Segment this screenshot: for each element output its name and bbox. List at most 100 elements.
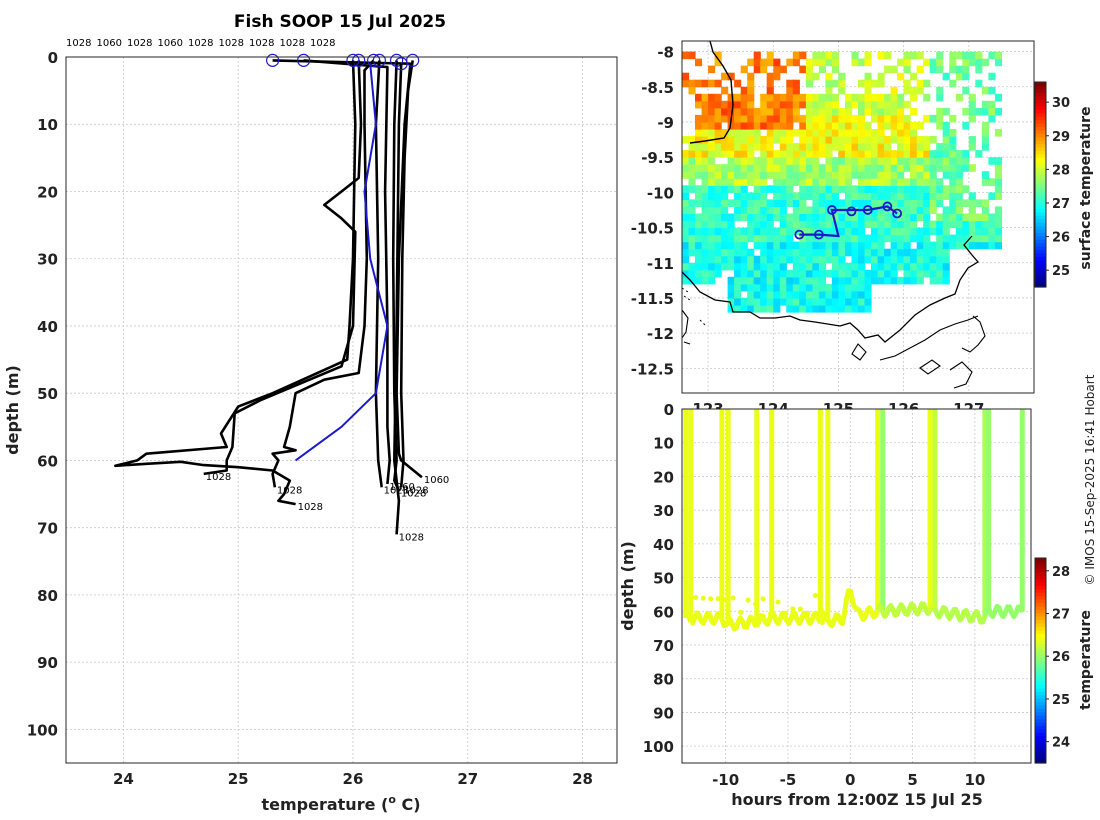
sst-cell [812,192,820,200]
sst-cell [701,136,709,144]
sst-cell [760,262,768,271]
sst-cell [838,86,846,95]
sst-cell [812,305,820,313]
sst-cell [910,136,918,144]
colorbar-segment [1035,752,1046,757]
colorbar-segment [1035,588,1046,593]
sst-cell [864,213,872,222]
sst-cell [825,185,833,193]
sst-cell [786,185,794,193]
sst-cell [871,79,879,88]
sst-cell [851,241,859,250]
sst-cell [779,269,787,278]
sst-cell [916,178,924,186]
sst-cell [688,51,696,60]
sst-cell [831,136,839,144]
sst-cell [753,220,761,229]
sst-cell [727,150,735,158]
map-ytick-label: -12.5 [631,360,674,378]
sst-cell [936,276,944,285]
sst-cell [949,164,957,172]
sst-cell [858,107,866,116]
sst-cell [955,72,963,81]
sst-cell [825,72,833,81]
colorbar-segment [1035,252,1046,257]
profile-line-profile-c [203,60,363,476]
colorbar-segment [1035,129,1046,134]
sst-cell [714,220,722,229]
sst-cell [792,199,800,207]
sst-cell [975,241,983,250]
sst-cell [805,100,813,109]
colorbar-segment [1035,612,1046,617]
sst-cell [831,58,839,67]
sst-cell [858,185,866,193]
colorbar-segment [1035,218,1046,223]
sst-cell [740,164,748,172]
sst-cell [831,65,839,74]
sst-cell [682,276,690,285]
sst-cell [799,199,807,207]
sst-cell [773,93,781,102]
sst-cell [779,157,787,165]
sst-cell [818,171,826,179]
sst-cell [949,114,957,123]
colorbar-segment [1035,602,1046,607]
colorbar-segment [1035,657,1046,662]
sst-cell [792,51,800,60]
sst-cell [845,93,853,102]
sst-cell [708,143,716,151]
sst-cell [831,178,839,186]
sst-cell [786,114,794,123]
sst-cell [838,283,846,292]
sst-cell [903,122,911,130]
sst-cell [897,129,905,137]
sst-cell [805,192,813,200]
sst-cell [858,143,866,151]
sst-cell [877,262,885,271]
sst-cell [975,234,983,243]
sst-cell [845,178,853,186]
sst-cell [884,150,892,158]
sst-cell [825,269,833,278]
sst-cell [942,234,950,243]
sst-cell [786,100,794,109]
sst-cell [688,150,696,158]
sst-cell [714,58,722,67]
sst-cell [773,107,781,116]
sst-cell [884,107,892,116]
section-xtick-label: 5 [907,771,917,789]
sst-cell [831,227,839,236]
sst-cell [949,58,957,67]
profile-ytick-label: 100 [27,721,58,739]
sst-cell [942,276,950,285]
sst-cell [747,79,755,88]
ship-track-station [794,229,805,240]
sst-cell [845,298,853,306]
credit-text: © IMOS 15-Sep-2025 16:41 Hobart [1083,374,1097,585]
sst-cell [766,227,774,236]
sst-cell [897,220,905,229]
sst-cell [864,255,872,264]
section-tow [689,610,725,626]
sst-cell [779,241,787,250]
sst-cell [760,290,768,299]
sst-cell [838,298,846,306]
sst-cell [773,58,781,67]
sst-cell [747,114,755,123]
sst-cell [714,199,722,207]
colorbar-segment [1035,728,1046,733]
sst-cell [962,241,970,250]
sst-cell [799,51,807,60]
sst-cell [858,100,866,109]
sst-cell [903,65,911,74]
sst-cell [812,157,820,165]
sst-cell [812,213,820,222]
sst-cell [858,255,866,264]
colorbar-segment [1035,123,1046,128]
sst-cell [981,143,989,151]
profile-end-label: 1060 [424,475,449,486]
sst-cell [903,213,911,222]
sst-cell [916,164,924,172]
sst-cell [727,290,735,299]
